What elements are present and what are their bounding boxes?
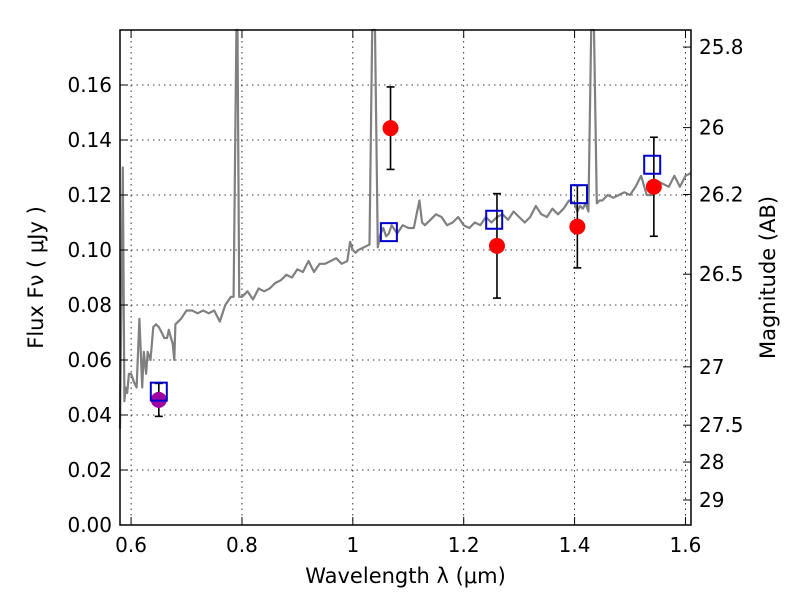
y-tick-label: 0.10 — [67, 238, 112, 262]
x-tick-label: 0.8 — [226, 533, 258, 557]
y2-tick-label: 29 — [699, 488, 724, 512]
x-tick-label: 1.6 — [670, 533, 702, 557]
observed-flux-point — [569, 218, 586, 235]
y-tick-label: 0.08 — [67, 293, 112, 317]
observed-flux-point — [382, 120, 399, 137]
y2-tick-label: 26 — [699, 116, 724, 140]
y2-axis-label: Magnitude (AB) — [756, 196, 780, 359]
y2-tick-label: 27.5 — [699, 413, 744, 437]
y-tick-label: 0.04 — [67, 403, 112, 427]
y-tick-label: 0.02 — [67, 458, 112, 482]
y2-tick-label: 27 — [699, 355, 724, 379]
y2-tick-label: 28 — [699, 450, 724, 474]
x-tick-label: 1.4 — [559, 533, 591, 557]
series-layer — [118, 28, 692, 429]
y-tick-label: 0.06 — [67, 348, 112, 372]
x-tick-label: 0.6 — [115, 533, 147, 557]
model-flux-square — [379, 222, 398, 243]
x-tick-label: 1.2 — [448, 533, 480, 557]
model-flux-square — [485, 209, 504, 230]
y-tick-label: 0.14 — [67, 128, 112, 152]
y2-tick-label: 26.5 — [699, 262, 744, 286]
y-tick-label: 0.12 — [67, 183, 112, 207]
model-spectrum-line — [118, 28, 692, 429]
grid-layer — [120, 30, 691, 526]
y-axis-label: Flux Fν ( μJy ) — [24, 206, 48, 349]
plot-frame — [119, 29, 692, 526]
y2-tick-label: 25.8 — [699, 35, 744, 59]
y-tick-label: 0.00 — [67, 513, 112, 537]
y-tick-label: 0.16 — [67, 73, 112, 97]
model-flux-square — [643, 154, 662, 175]
observed-flux-point — [488, 237, 505, 254]
observed-flux-point — [645, 178, 662, 195]
model-flux-square — [149, 381, 168, 402]
x-tick-label: 1 — [346, 533, 359, 557]
ticks-layer: 0.6 0.8 1 1.2 1.4 1.6 0.00 0.02 0.04 0.06 0.08 0.10… — [67, 30, 744, 557]
model-flux-square — [570, 184, 589, 205]
y2-tick-label: 26.2 — [699, 182, 744, 206]
x-axis-label: Wavelength λ (μm) — [305, 564, 506, 588]
